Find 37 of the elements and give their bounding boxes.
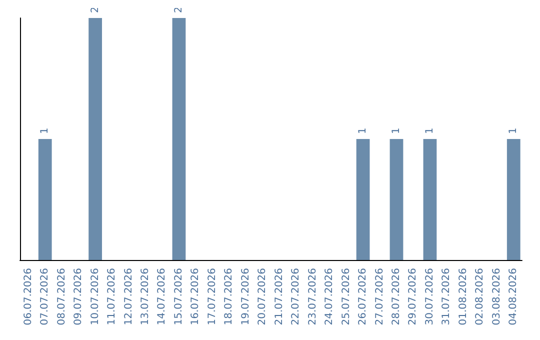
x-tick-label: 01.08.2026: [458, 268, 469, 326]
x-tick-label: 20.07.2026: [257, 268, 268, 326]
x-tick-label: 24.07.2026: [324, 268, 336, 326]
x-tick-label: 04.08.2026: [508, 268, 520, 326]
x-tick-label: 19.07.2026: [240, 268, 252, 326]
x-tick-label: 17.07.2026: [206, 268, 218, 326]
x-tick-label: 23.07.2026: [307, 268, 318, 326]
x-tick-label: 22.07.2026: [290, 268, 302, 326]
x-tick-label: 31.07.2026: [441, 268, 452, 326]
x-tick-label: 18.07.2026: [224, 268, 235, 326]
data-label: 1: [508, 128, 520, 134]
x-tick-label: 29.07.2026: [408, 268, 419, 326]
x-tick-label: 12.07.2026: [123, 268, 134, 326]
x-tick-label: 26.07.2026: [358, 268, 369, 326]
data-label: 1: [358, 128, 369, 134]
x-tick-label: 02.08.2026: [474, 268, 486, 326]
x-tick-label: 09.07.2026: [73, 268, 84, 326]
x-tick-label: 27.07.2026: [374, 268, 386, 326]
x-tick-label: 14.07.2026: [156, 268, 168, 326]
x-tick-label: 08.07.2026: [56, 268, 68, 326]
x-tick-label: 15.07.2026: [173, 268, 184, 326]
x-tick-label: 16.07.2026: [190, 268, 202, 326]
data-label: 2: [173, 6, 184, 13]
x-tick-label: 30.07.2026: [424, 268, 436, 326]
x-tick-label: 06.07.2026: [22, 268, 34, 326]
data-label: 1: [40, 128, 51, 134]
x-tick-label: 10.07.2026: [90, 268, 101, 326]
data-label: 1: [424, 128, 436, 134]
data-label: 2: [90, 6, 101, 13]
x-tick-label: 25.07.2026: [340, 268, 352, 326]
data-label: 1: [391, 128, 402, 134]
x-tick-label: 11.07.2026: [106, 268, 118, 326]
x-tick-label: 07.07.2026: [40, 268, 51, 326]
x-tick-label: 03.08.2026: [491, 268, 502, 326]
x-tick-label: 13.07.2026: [140, 268, 151, 326]
x-tick-label: 21.07.2026: [274, 268, 285, 326]
x-tick-label: 28.07.2026: [391, 268, 402, 326]
